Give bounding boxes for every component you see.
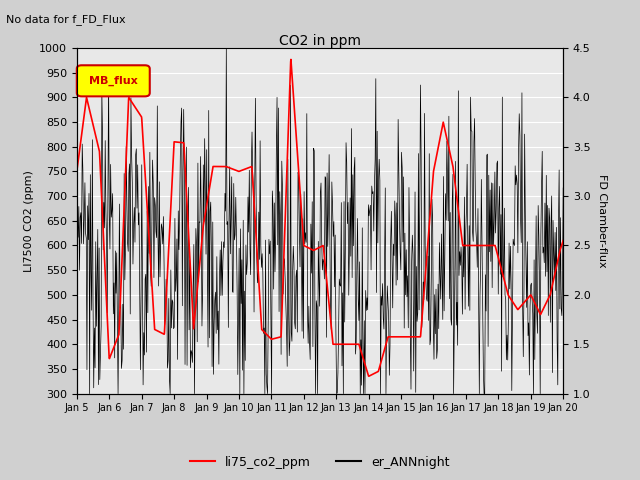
Y-axis label: LI7500 CO2 (ppm): LI7500 CO2 (ppm) [24, 170, 33, 272]
Title: CO2 in ppm: CO2 in ppm [279, 34, 361, 48]
Legend: li75_co2_ppm, er_ANNnight: li75_co2_ppm, er_ANNnight [186, 451, 454, 474]
Text: No data for f_FD_Flux: No data for f_FD_Flux [6, 14, 126, 25]
FancyBboxPatch shape [77, 65, 150, 96]
Y-axis label: FD Chamber-flux: FD Chamber-flux [597, 174, 607, 268]
Text: MB_flux: MB_flux [89, 76, 138, 86]
